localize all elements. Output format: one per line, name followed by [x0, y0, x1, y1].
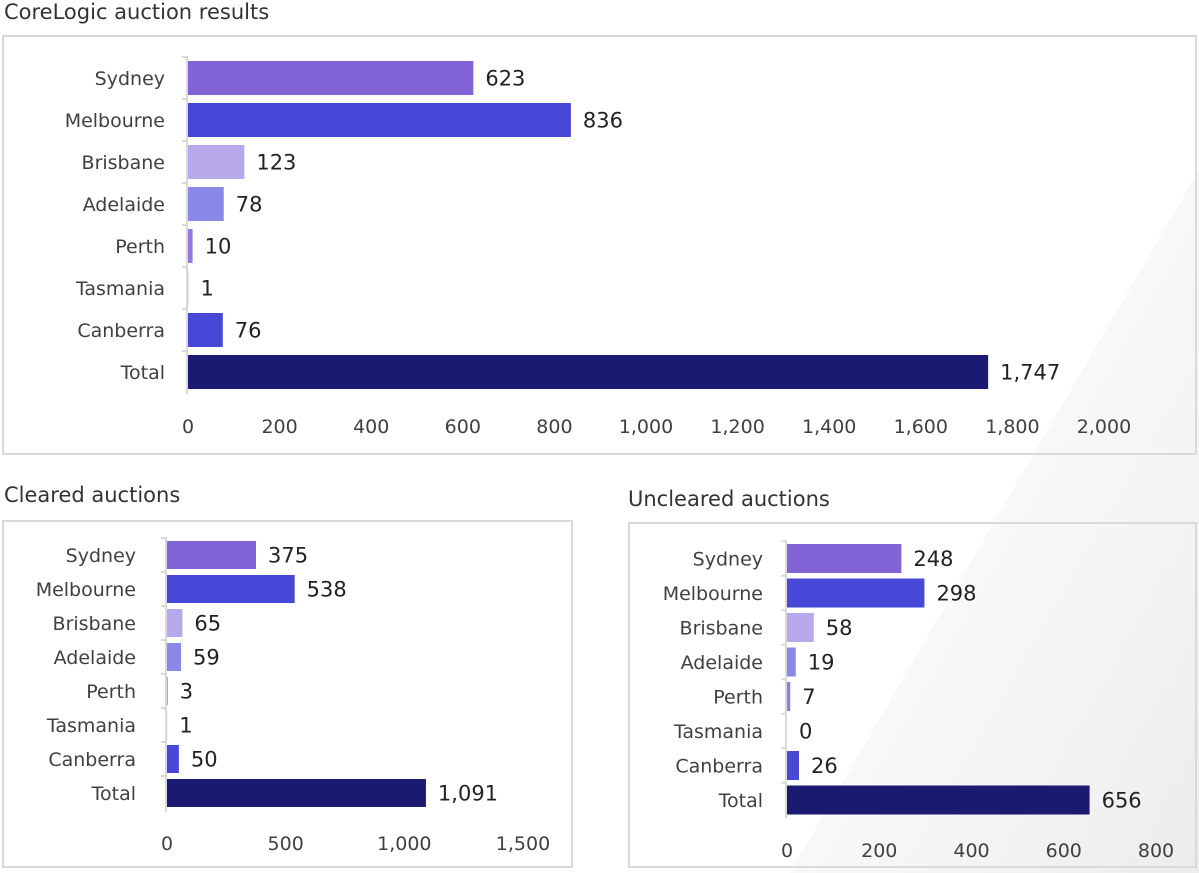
cleared-category-label: Adelaide [54, 647, 136, 669]
main-value-label: 836 [583, 109, 623, 133]
main-value-label: 78 [236, 193, 263, 217]
uncleared-category-label: Tasmania [673, 721, 763, 743]
uncleared-value-label: 248 [913, 547, 953, 571]
uncleared-value-label: 58 [826, 616, 853, 640]
uncleared-category-label: Canberra [675, 755, 763, 777]
main-category-label: Tasmania [75, 278, 165, 300]
uncleared-chart-title: Uncleared auctions [628, 487, 830, 511]
main-x-tick-label: 0 [182, 416, 194, 438]
cleared-x-tick-label: 1,000 [377, 833, 431, 855]
cleared-value-label: 1 [179, 714, 192, 738]
cleared-chart-frame [2, 520, 573, 868]
cleared-bar [167, 643, 182, 671]
uncleared-bar [787, 751, 799, 780]
main-category-label: Brisbane [82, 152, 165, 174]
main-value-label: 1,747 [1000, 361, 1060, 385]
cleared-bar [167, 575, 295, 603]
cleared-category-label: Perth [86, 681, 136, 703]
main-x-tick-label: 2,000 [1077, 416, 1131, 438]
uncleared-bar [787, 613, 814, 642]
uncleared-x-tick-label: 400 [953, 840, 989, 862]
main-chart-title: CoreLogic auction results [4, 0, 270, 24]
cleared-category-label: Tasmania [46, 715, 136, 737]
main-x-tick-label: 200 [261, 416, 297, 438]
cleared-bar [167, 541, 256, 569]
cleared-bar [167, 779, 426, 807]
main-x-tick-label: 1,400 [802, 416, 856, 438]
cleared-bar [167, 609, 183, 637]
cleared-value-label: 65 [194, 612, 221, 636]
main-x-tick-label: 600 [445, 416, 481, 438]
cleared-value-label: 50 [191, 748, 218, 772]
uncleared-category-label: Brisbane [680, 617, 763, 639]
main-value-label: 623 [485, 67, 525, 91]
main-chart-frame [2, 35, 1197, 455]
uncleared-chart-frame [628, 522, 1197, 868]
uncleared-x-tick-label: 200 [861, 840, 897, 862]
main-x-tick-label: 800 [536, 416, 572, 438]
uncleared-category-label: Adelaide [681, 652, 763, 674]
uncleared-category-label: Melbourne [663, 583, 763, 605]
cleared-category-label: Total [91, 783, 136, 805]
main-bar [188, 103, 571, 137]
uncleared-category-label: Sydney [693, 548, 763, 570]
main-category-label: Melbourne [65, 110, 165, 132]
main-bar [188, 229, 193, 263]
cleared-bar [167, 745, 179, 773]
main-bar [188, 355, 989, 389]
uncleared-category-label: Perth [713, 686, 763, 708]
uncleared-bar [787, 785, 1090, 815]
main-bar [188, 61, 474, 95]
main-value-label: 76 [235, 319, 262, 343]
uncleared-x-tick-label: 0 [781, 840, 793, 862]
cleared-value-label: 538 [307, 578, 347, 602]
cleared-category-label: Canberra [48, 749, 136, 771]
cleared-chart-title: Cleared auctions [4, 483, 181, 507]
cleared-category-label: Brisbane [53, 613, 136, 635]
uncleared-category-label: Total [718, 790, 763, 812]
main-value-label: 123 [256, 151, 296, 175]
main-x-tick-label: 1,600 [894, 416, 948, 438]
main-category-label: Adelaide [83, 194, 165, 216]
uncleared-value-label: 19 [808, 651, 835, 675]
main-bar [188, 313, 223, 347]
uncleared-x-tick-label: 800 [1138, 840, 1174, 862]
main-bar-chart: Sydney 623 Melbourne 836 Brisbane 123 Adelaide… [65, 56, 1131, 438]
main-x-tick-label: 1,000 [619, 416, 673, 438]
main-bar [188, 145, 245, 179]
cleared-x-tick-label: 1,500 [496, 833, 550, 855]
cleared-value-label: 1,091 [438, 782, 498, 806]
main-x-tick-label: 1,800 [985, 416, 1039, 438]
main-category-label: Perth [115, 236, 165, 258]
main-x-tick-label: 400 [353, 416, 389, 438]
uncleared-value-label: 26 [811, 754, 838, 778]
main-category-label: Sydney [95, 68, 165, 90]
main-category-label: Total [120, 362, 165, 384]
cleared-value-label: 3 [180, 680, 193, 704]
cleared-value-label: 59 [193, 646, 220, 670]
uncleared-value-label: 0 [799, 720, 812, 744]
cleared-x-tick-label: 500 [268, 833, 304, 855]
cleared-bar-chart: Sydney 375 Melbourne 538 Brisbane 65 Adelaide 5… [36, 537, 550, 855]
uncleared-x-tick-label: 600 [1046, 840, 1082, 862]
cleared-bar [167, 677, 168, 705]
uncleared-bar [787, 647, 796, 677]
uncleared-bar [787, 682, 791, 711]
cleared-category-label: Sydney [66, 545, 136, 567]
main-value-label: 1 [200, 277, 213, 301]
main-x-tick-label: 1,200 [710, 416, 764, 438]
main-bar [188, 187, 224, 221]
cleared-x-tick-label: 0 [161, 833, 173, 855]
uncleared-value-label: 7 [802, 685, 815, 709]
uncleared-value-label: 656 [1102, 789, 1142, 813]
cleared-category-label: Melbourne [36, 579, 136, 601]
uncleared-value-label: 298 [936, 582, 976, 606]
uncleared-bar [787, 544, 902, 573]
cleared-value-label: 375 [268, 544, 308, 568]
uncleared-bar [787, 578, 925, 608]
main-category-label: Canberra [77, 320, 165, 342]
main-value-label: 10 [205, 235, 232, 259]
